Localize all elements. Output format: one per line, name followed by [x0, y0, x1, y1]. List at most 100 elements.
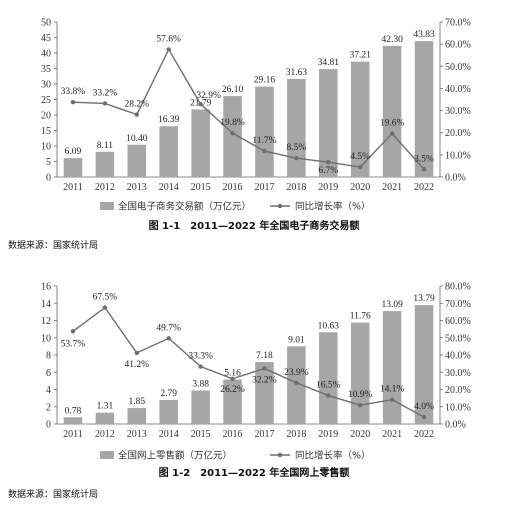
left-axis-tick-label: 10: [41, 333, 51, 344]
bar: [382, 45, 402, 178]
bar: [127, 408, 147, 424]
left-axis-tick-label: 14: [41, 299, 51, 310]
growth-rate-point: [134, 350, 139, 356]
bar: [223, 96, 242, 177]
growth-rate-label: 57.6%: [156, 34, 181, 44]
bar: [159, 399, 178, 424]
x-axis-tick-label: 2022: [414, 429, 434, 440]
growth-rate-point: [358, 402, 363, 408]
bar: [350, 322, 370, 424]
growth-rate-label: 8.5%: [286, 143, 306, 153]
growth-rate-point: [166, 47, 171, 52]
bar: [287, 346, 306, 424]
bar: [382, 311, 402, 424]
left-axis-tick-label: 4: [46, 385, 51, 396]
bar: [95, 412, 115, 424]
growth-rate-label: 32.9%: [196, 91, 221, 101]
bar: [255, 86, 274, 177]
bar: [191, 390, 210, 424]
left-axis-tick-label: 50: [41, 18, 51, 29]
legend-bar-swatch: [100, 451, 114, 459]
left-axis-tick-label: 25: [41, 95, 51, 106]
left-axis-tick-label: 35: [41, 64, 51, 75]
bar-value-label: 1.85: [128, 397, 145, 407]
chart-1-ecommerce-transactions: 0 5 10 15 20 25 30 35 40 45 50 0.0% 10.0% 20.0% 30.0% 4…: [8, 18, 471, 252]
x-axis-tick-label: 2017: [254, 182, 274, 193]
legend: 全国电子商务交易额（万亿元） 同比增长率（%）: [100, 201, 371, 213]
growth-rate-label: 23.9%: [284, 368, 309, 378]
left-axis-tick-label: 40: [41, 49, 51, 60]
bar-value-label: 42.30: [381, 35, 403, 45]
chart-caption: 图 1-1 2011—2022 年全国电子商务交易额: [149, 219, 360, 232]
bar: [95, 151, 115, 177]
bar-value-label: 13.09: [381, 300, 403, 310]
growth-rate-point: [326, 159, 331, 165]
growth-rate-point: [421, 414, 427, 420]
growth-rate-label: 14.1%: [380, 385, 405, 395]
data-source: 数据来源：国家统计局: [8, 239, 98, 251]
bar-value-label: 8.11: [97, 141, 114, 151]
growth-rate-point: [230, 130, 235, 136]
growth-rate-line: [72, 306, 425, 418]
right-axis-tick-label: 50.0%: [445, 62, 471, 73]
growth-rate-label: 53.7%: [61, 339, 86, 349]
bar-value-label: 34.81: [318, 58, 340, 68]
growth-rate-label: 28.2%: [125, 100, 150, 110]
bar-value-label: 37.21: [350, 51, 372, 61]
right-axis-tick-label: 60.0%: [445, 316, 471, 327]
right-axis-tick-label: 80.0%: [445, 282, 471, 293]
chart-2-online-retail-sales: 0 2 4 6 8 10 12 14 16 0.0% 10.0% 20.0% 30.0% 40.0% 50.…: [8, 282, 471, 501]
growth-rate-point: [358, 164, 363, 170]
right-axis-tick-label: 0.0%: [445, 420, 466, 431]
x-axis-tick-label: 2016: [223, 182, 243, 193]
growth-rate-label: 10.9%: [348, 390, 373, 400]
bar: [191, 109, 210, 177]
left-axis-tick-label: 8: [46, 351, 51, 362]
growth-rate-point: [421, 167, 427, 172]
growth-rate-point: [102, 305, 108, 310]
right-axis-tick-label: 60.0%: [445, 40, 471, 51]
bar-value-label: 5.16: [224, 368, 241, 378]
legend-line-marker: [277, 452, 283, 458]
legend-line-label: 同比增长率（%）: [295, 450, 371, 462]
left-axis-tick-label: 6: [46, 368, 51, 379]
bar: [350, 61, 370, 177]
right-axis-tick-label: 70.0%: [445, 299, 471, 310]
legend-line-marker: [277, 203, 283, 209]
growth-rate-point: [70, 329, 76, 334]
right-axis-tick-label: 40.0%: [445, 84, 471, 95]
growth-rate-point: [102, 101, 108, 106]
growth-rate-point: [70, 99, 76, 105]
left-axis-tick-label: 12: [41, 316, 51, 327]
bar-value-label: 2.79: [160, 389, 177, 399]
left-axis-tick-label: 0: [46, 420, 51, 431]
bar-value-label: 6.09: [65, 147, 82, 157]
growth-rate-label: 19.6%: [380, 119, 405, 129]
left-axis-tick-label: 16: [41, 282, 51, 293]
x-axis-tick-label: 2021: [382, 182, 402, 193]
growth-rate-label: 32.2%: [252, 375, 277, 385]
growth-rate-point: [262, 148, 267, 154]
right-axis-tick-label: 20.0%: [445, 385, 471, 396]
growth-rate-point: [198, 364, 203, 369]
growth-rate-label: 33.2%: [93, 88, 118, 98]
bar: [63, 417, 83, 424]
bar-value-label: 0.78: [65, 406, 82, 416]
right-axis-tick-label: 10.0%: [445, 402, 471, 413]
growth-rate-label: 41.2%: [125, 360, 150, 370]
bar: [127, 144, 147, 177]
bar-value-label: 11.76: [350, 312, 371, 322]
x-axis-tick-label: 2022: [414, 182, 434, 193]
bar-value-label: 9.01: [288, 335, 305, 345]
x-axis-tick-label: 2015: [191, 182, 211, 193]
growth-rate-label: 33.3%: [188, 352, 213, 362]
left-axis-tick-label: 45: [41, 33, 51, 44]
chart-caption: 图 1-2 2011—2022 年全国网上零售额: [159, 466, 350, 479]
right-axis-tick-label: 50.0%: [445, 333, 471, 344]
growth-rate-label: 4.5%: [350, 152, 370, 162]
plot-area: 0 2 4 6 8 10 12 14 16 0.0% 10.0% 20.0% 30.0% 40.0% 50.…: [41, 282, 471, 441]
left-axis-tick-label: 15: [41, 126, 51, 137]
bar-value-label: 3.88: [192, 380, 209, 390]
legend-bar-swatch: [100, 202, 114, 210]
x-axis-tick-label: 2019: [318, 182, 338, 193]
